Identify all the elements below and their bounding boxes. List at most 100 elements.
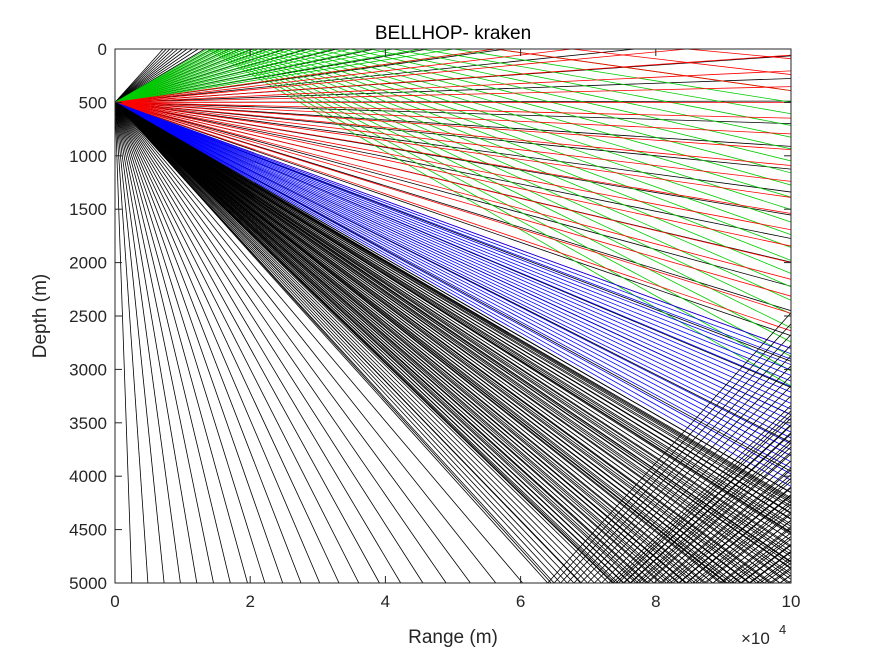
y-tick-label: 2500 — [69, 307, 107, 326]
ray-path — [115, 102, 791, 360]
ray-path — [115, 102, 266, 583]
ray-path — [115, 102, 149, 583]
ray-path — [115, 49, 791, 138]
ray-path — [115, 102, 791, 583]
x-axis-label: Range (m) — [408, 627, 498, 648]
ray-path — [115, 102, 791, 332]
ray-path — [115, 102, 791, 312]
x-exponent-power: 4 — [779, 622, 786, 637]
ray-path — [115, 49, 791, 210]
y-tick-label: 3500 — [69, 414, 107, 433]
ray-path — [115, 102, 791, 552]
ray-path — [115, 102, 791, 376]
chart-title: BELLHOP- kraken — [375, 23, 531, 44]
ray-path — [115, 102, 791, 583]
ray-path — [115, 102, 791, 583]
ray-path — [115, 102, 791, 583]
ray-path — [115, 102, 791, 297]
ray-path — [115, 49, 791, 186]
ray-path — [115, 102, 791, 231]
ray-path — [115, 102, 340, 583]
ray-path — [115, 49, 791, 126]
ray-path — [115, 102, 791, 583]
ray-path — [115, 102, 791, 520]
ray-path — [115, 102, 165, 583]
y-tick-label: 2000 — [69, 254, 107, 273]
ray-path — [115, 102, 791, 569]
y-tick-label: 5000 — [69, 574, 107, 593]
ray-path — [115, 102, 791, 583]
ray-path — [115, 102, 791, 541]
ray-path — [115, 102, 791, 119]
ray-path — [115, 102, 791, 583]
y-tick-label: 4500 — [69, 521, 107, 540]
ray-path — [115, 102, 791, 125]
ray-path — [115, 102, 791, 135]
ray-path — [115, 102, 791, 583]
ray-path — [115, 70, 791, 103]
ray-path — [115, 102, 791, 583]
ray-path — [115, 102, 791, 583]
ray-path — [115, 102, 447, 583]
ray-path — [115, 102, 791, 583]
ray-path — [115, 86, 791, 103]
ray-path — [115, 49, 791, 150]
ray-path — [115, 102, 791, 583]
ray-path — [115, 102, 791, 583]
ray-path — [115, 49, 175, 103]
ray-path — [115, 102, 791, 583]
ray-path — [115, 102, 791, 514]
ray-path — [115, 102, 791, 387]
ray-path — [115, 49, 791, 288]
ray-path — [115, 49, 791, 103]
ray-path — [115, 49, 791, 357]
ray-path — [115, 102, 791, 583]
ray-path — [115, 102, 791, 583]
ray-path — [115, 102, 791, 547]
ray-path — [115, 102, 791, 475]
ray-path — [115, 102, 791, 536]
ray-path — [115, 49, 791, 115]
ray-path — [115, 102, 791, 371]
ray-path — [115, 102, 791, 214]
ray-path — [115, 102, 791, 509]
ray-path — [115, 102, 791, 583]
ray-path — [115, 102, 791, 583]
y-tick-label: 500 — [79, 93, 107, 112]
ray-path — [115, 102, 424, 583]
ray-path — [115, 49, 791, 274]
ray-path — [115, 49, 791, 315]
ray-path — [115, 102, 791, 583]
ray-path — [115, 102, 791, 147]
ray-path — [115, 102, 791, 583]
ray-path — [115, 102, 791, 580]
ray-path — [115, 102, 198, 583]
x-exponent-base: ×10 — [741, 629, 770, 648]
x-tick-label: 6 — [516, 592, 525, 611]
ray-path — [115, 102, 791, 457]
ray-path — [115, 102, 791, 151]
ray-path — [115, 102, 791, 399]
ray-path — [115, 102, 791, 421]
ray-path — [115, 102, 791, 583]
ray-path — [115, 49, 791, 162]
ray-path — [115, 102, 791, 239]
ray-path — [115, 49, 193, 103]
ray-path — [115, 102, 791, 469]
ray-path — [115, 102, 791, 583]
x-axis-ticks: 0 2 4 6 8 10 — [110, 49, 800, 611]
ray-path — [115, 102, 380, 583]
ray-path — [115, 49, 791, 103]
ray-path — [115, 49, 183, 103]
ray-path — [115, 49, 791, 198]
ray-path — [115, 102, 791, 481]
ray-path — [115, 102, 791, 198]
y-tick-label: 3000 — [69, 360, 107, 379]
y-axis-label: Depth (m) — [30, 274, 51, 358]
ray-path — [115, 102, 791, 525]
ray-path — [115, 49, 791, 174]
ray-path — [115, 102, 791, 583]
ray-path — [115, 102, 791, 583]
ray-path — [115, 102, 791, 404]
ray-path — [115, 102, 360, 583]
